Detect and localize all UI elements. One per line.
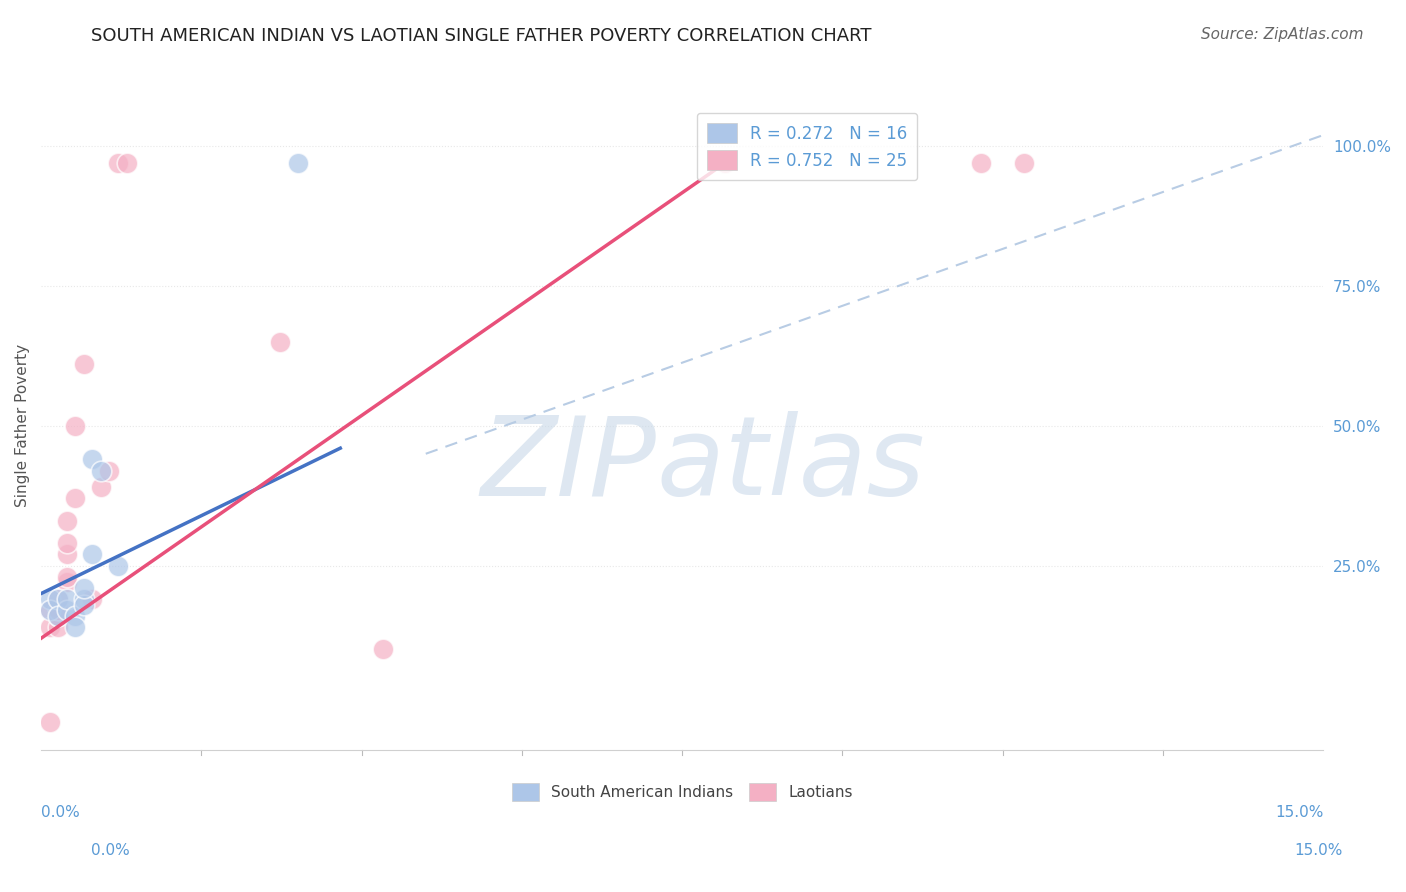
Legend: South American Indians, Laotians: South American Indians, Laotians [505,776,859,807]
Point [82,592,104,607]
Point [371,642,394,657]
Text: 15.0%: 15.0% [1275,805,1323,821]
Point [55,592,77,607]
Point [55,603,77,617]
Point [38,592,60,607]
Point [82,548,104,562]
Point [73,598,96,612]
Text: 0.0%: 0.0% [91,843,131,858]
Point [714,156,737,170]
Point [55,514,77,528]
Point [1012,156,1035,170]
Text: Source: ZipAtlas.com: Source: ZipAtlas.com [1201,27,1364,42]
Text: 0.0%: 0.0% [41,805,80,821]
Point [38,715,60,730]
Y-axis label: Single Father Poverty: Single Father Poverty [15,344,30,508]
Point [46,603,69,617]
Point [55,548,77,562]
Point [65,491,87,506]
Point [46,592,69,607]
Point [107,558,129,573]
Point [55,536,77,550]
Point [970,156,993,170]
Point [73,581,96,595]
Point [65,608,87,623]
Point [55,575,77,590]
Point [46,608,69,623]
Point [82,452,104,467]
Text: 15.0%: 15.0% [1295,843,1343,858]
Point [55,570,77,584]
Point [90,480,112,494]
Text: SOUTH AMERICAN INDIAN VS LAOTIAN SINGLE FATHER POVERTY CORRELATION CHART: SOUTH AMERICAN INDIAN VS LAOTIAN SINGLE … [91,27,872,45]
Point [73,357,96,371]
Point [73,592,96,607]
Point [65,418,87,433]
Point [115,156,138,170]
Point [46,620,69,634]
Point [269,334,291,349]
Text: atlas: atlas [657,411,925,518]
Point [107,156,129,170]
Point [38,603,60,617]
Point [90,464,112,478]
Point [287,156,309,170]
Point [38,603,60,617]
Point [98,464,121,478]
Point [46,608,69,623]
Point [46,592,69,607]
Text: ZIP: ZIP [481,411,657,518]
Point [38,620,60,634]
Point [65,620,87,634]
